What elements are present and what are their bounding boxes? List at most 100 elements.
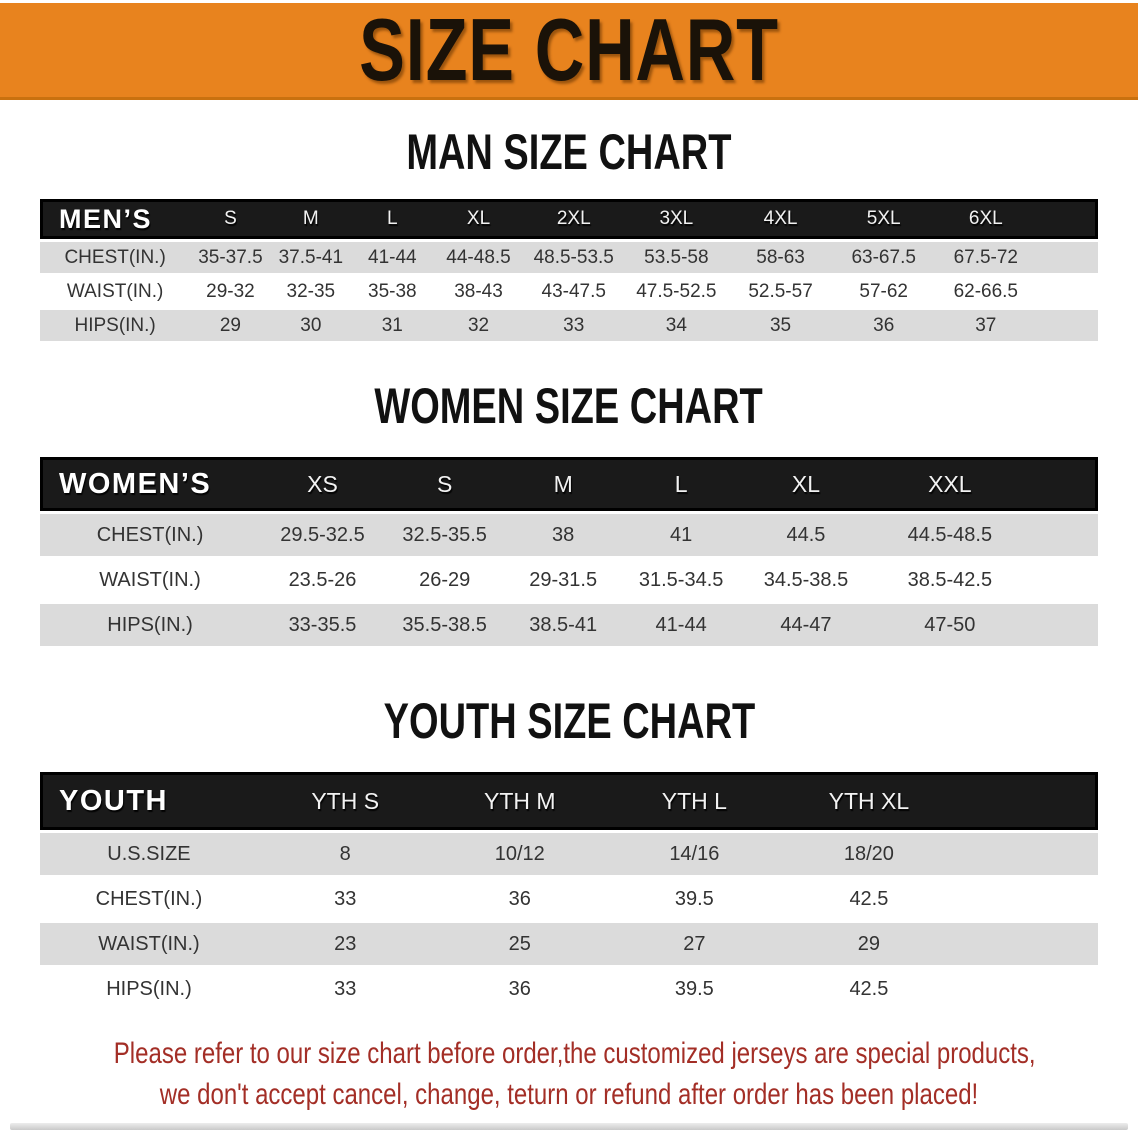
youth-value-cell: 36	[432, 968, 608, 1010]
women-value-cell: 41-44	[621, 604, 741, 646]
men-value-cell: 29-32	[190, 276, 271, 307]
women-size-table: WOMEN’S XS S M L XL XXL CHEST(IN.) 29.5-32.5 32.5…	[40, 454, 1098, 649]
men-value-cell: 67.5-72	[935, 242, 1037, 273]
table-row: HIPS(IN.) 33-35.5 35.5-38.5 38.5-41 41-44 44-…	[40, 604, 1098, 646]
women-value-cell: 23.5-26	[260, 559, 385, 601]
women-value-cell: 44.5-48.5	[871, 514, 1029, 556]
men-value-cell: 35	[728, 310, 833, 341]
spacer-cell	[1036, 276, 1098, 307]
spacer-cell	[1028, 514, 1098, 556]
men-col-xl: XL	[433, 199, 524, 239]
men-col-6xl: 6XL	[935, 199, 1037, 239]
youth-size-table: YOUTH YTH S YTH M YTH L YTH XL U.S.SIZE 8 10/12…	[40, 769, 1098, 1013]
men-value-cell: 35-38	[351, 276, 434, 307]
youth-value-cell: 36	[432, 878, 608, 920]
order-note: Please refer to our size chart before or…	[0, 1033, 1138, 1115]
men-value-cell: 31	[351, 310, 434, 341]
women-value-cell: 34.5-38.5	[740, 559, 872, 601]
table-row: HIPS(IN.) 29 30 31 32 33 34 35 36 37	[40, 310, 1098, 341]
men-value-cell: 41-44	[351, 242, 434, 273]
spacer-cell	[956, 833, 1098, 875]
men-value-cell: 62-66.5	[935, 276, 1037, 307]
table-row: WAIST(IN.) 23 25 27 29	[40, 923, 1098, 965]
men-row-label: HIPS(IN.)	[40, 310, 191, 341]
women-value-cell: 41	[621, 514, 741, 556]
youth-value-cell: 42.5	[781, 968, 957, 1010]
men-value-cell: 33	[523, 310, 624, 341]
men-value-cell: 32-35	[270, 276, 352, 307]
youth-col-yth-m: YTH M	[432, 772, 608, 830]
women-value-cell: 29-31.5	[504, 559, 622, 601]
men-value-cell: 30	[270, 310, 352, 341]
table-row: CHEST(IN.) 35-37.5 37.5-41 41-44 44-48.5 48.5…	[40, 242, 1098, 273]
spacer-cell	[1036, 310, 1098, 341]
youth-row-label: HIPS(IN.)	[40, 968, 258, 1010]
youth-value-cell: 42.5	[781, 878, 957, 920]
women-col-xxl: XXL	[871, 457, 1029, 511]
men-value-cell: 38-43	[433, 276, 524, 307]
women-section-heading-text: WOMEN SIZE CHART	[374, 378, 764, 434]
women-group-label: WOMEN’S	[40, 457, 261, 511]
women-value-cell: 33-35.5	[260, 604, 385, 646]
table-row: WAIST(IN.) 29-32 32-35 35-38 38-43 43-47.5 47.…	[40, 276, 1098, 307]
youth-value-cell: 18/20	[781, 833, 957, 875]
men-col-2xl: 2XL	[523, 199, 624, 239]
women-col-xs: XS	[260, 457, 385, 511]
men-col-s: S	[190, 199, 271, 239]
youth-value-cell: 10/12	[432, 833, 608, 875]
spacer-cell	[1036, 199, 1098, 239]
men-value-cell: 63-67.5	[832, 242, 936, 273]
women-col-l: L	[621, 457, 741, 511]
women-row-label: WAIST(IN.)	[40, 559, 261, 601]
spacer-cell	[956, 772, 1098, 830]
women-value-cell: 38.5-42.5	[871, 559, 1029, 601]
women-col-m: M	[504, 457, 622, 511]
men-value-cell: 47.5-52.5	[623, 276, 729, 307]
table-row: WAIST(IN.) 23.5-26 26-29 29-31.5 31.5-34.5 34…	[40, 559, 1098, 601]
women-value-cell: 44-47	[740, 604, 872, 646]
youth-row-label: WAIST(IN.)	[40, 923, 258, 965]
banner-title: SIZE CHART	[359, 0, 779, 99]
women-value-cell: 38.5-41	[504, 604, 622, 646]
men-group-label: MEN’S	[40, 199, 191, 239]
women-col-s: S	[384, 457, 505, 511]
spacer-cell	[956, 968, 1098, 1010]
men-header-row: MEN’S S M L XL 2XL 3XL 4XL 5XL 6XL	[40, 199, 1098, 239]
men-value-cell: 58-63	[728, 242, 833, 273]
youth-header-row: YOUTH YTH S YTH M YTH L YTH XL	[40, 772, 1098, 830]
youth-value-cell: 23	[257, 923, 433, 965]
women-value-cell: 31.5-34.5	[621, 559, 741, 601]
youth-value-cell: 39.5	[607, 878, 782, 920]
spacer-cell	[1028, 559, 1098, 601]
spacer-cell	[1036, 242, 1098, 273]
women-row-label: CHEST(IN.)	[40, 514, 261, 556]
women-value-cell: 29.5-32.5	[260, 514, 385, 556]
men-col-m: M	[270, 199, 352, 239]
table-row: CHEST(IN.) 29.5-32.5 32.5-35.5 38 41 44.5 44.5…	[40, 514, 1098, 556]
spacer-cell	[1028, 604, 1098, 646]
men-section-heading: MAN SIZE CHART	[0, 127, 1138, 177]
men-value-cell: 57-62	[832, 276, 936, 307]
note-line-1: Please refer to our size chart before or…	[113, 1037, 1036, 1070]
youth-col-yth-xl: YTH XL	[781, 772, 957, 830]
table-row: U.S.SIZE 8 10/12 14/16 18/20	[40, 833, 1098, 875]
spacer-cell	[1028, 457, 1098, 511]
men-value-cell: 29	[190, 310, 271, 341]
youth-col-yth-l: YTH L	[607, 772, 782, 830]
size-chart-page: SIZE CHART MAN SIZE CHART MEN’S S M L XL 2XL 3…	[0, 3, 1138, 1135]
youth-value-cell: 14/16	[607, 833, 782, 875]
women-value-cell: 38	[504, 514, 622, 556]
women-value-cell: 44.5	[740, 514, 872, 556]
men-row-label: CHEST(IN.)	[40, 242, 191, 273]
men-value-cell: 35-37.5	[190, 242, 271, 273]
youth-value-cell: 33	[257, 878, 433, 920]
women-row-label: HIPS(IN.)	[40, 604, 261, 646]
men-value-cell: 37.5-41	[270, 242, 352, 273]
spacer-cell	[956, 923, 1098, 965]
men-col-4xl: 4XL	[728, 199, 833, 239]
youth-value-cell: 39.5	[607, 968, 782, 1010]
men-value-cell: 52.5-57	[728, 276, 833, 307]
bottom-shadow	[10, 1123, 1128, 1130]
youth-col-yth-s: YTH S	[257, 772, 433, 830]
youth-value-cell: 27	[607, 923, 782, 965]
